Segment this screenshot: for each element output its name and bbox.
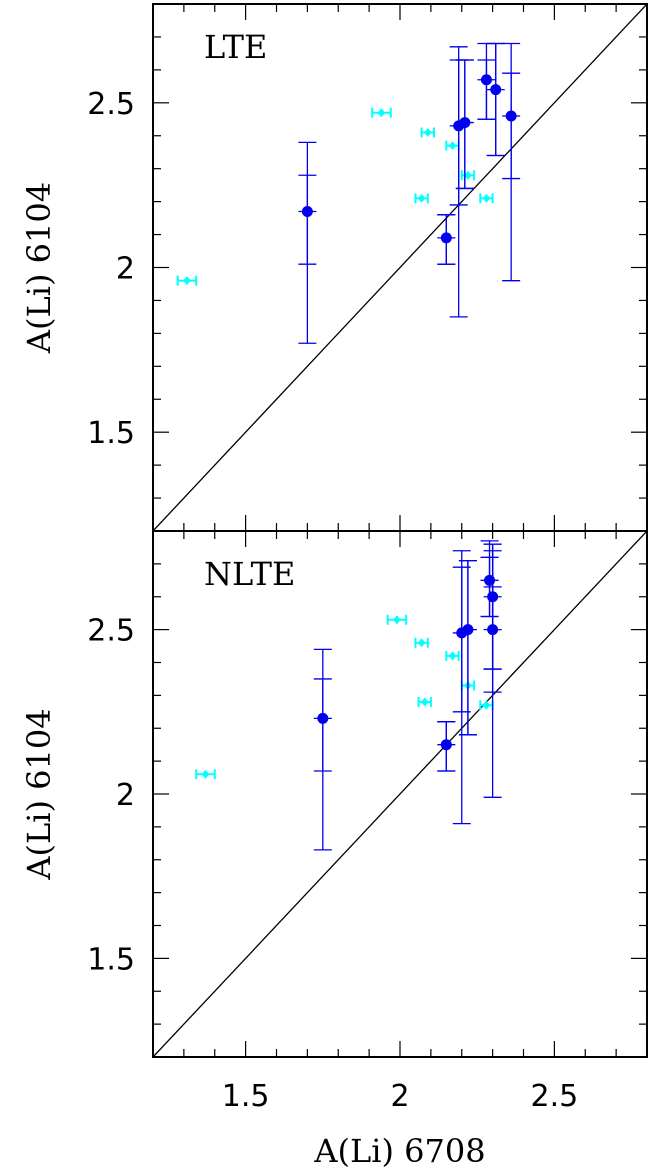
y-tick-label: 1.5 [87,942,135,977]
blue-marker [480,74,492,86]
y-tick-label: 2 [116,778,135,813]
cyan-data-point [479,193,494,204]
y-axis-label: A(Li) 6104 [20,708,58,880]
blue-marker [317,712,329,724]
cyan-marker [418,639,425,646]
blue-marker [440,739,452,751]
blue-data-point [313,648,332,851]
blue-marker [459,117,471,129]
cyan-marker [449,142,456,149]
cyan-marker [483,702,490,709]
blue-marker [440,232,452,244]
cyan-data-point [195,769,216,780]
blue-data-point [458,559,477,736]
cyan-marker [183,277,190,284]
blue-marker [301,206,313,218]
cyan-data-point [414,193,429,204]
x-tick-label: 2.5 [531,1079,579,1114]
y-tick-label: 2.5 [87,87,135,122]
cyan-marker [424,129,431,136]
blue-data-point [298,141,317,344]
blue-data-point [483,550,502,798]
panel-nlte: 1.5 2 2.5 A(Li) 6104 NLTE [20,530,648,1058]
cyan-data-point [445,140,460,151]
cyan-marker [393,616,400,623]
cyan-marker [464,172,471,179]
cyan-marker [378,109,385,116]
x-tick-label: 2 [390,1079,409,1114]
cyan-marker [449,652,456,659]
cyan-marker [483,195,490,202]
blue-marker [484,574,496,586]
blue-data-point [437,721,456,772]
blue-marker [490,84,502,96]
cyan-data-point [417,696,432,707]
x-axis-label: A(Li) 6708 [313,1132,485,1170]
y-axis-label: A(Li) 6104 [20,182,58,354]
blue-data-point [480,540,499,618]
cyan-marker [418,195,425,202]
cyan-data-point [371,107,392,118]
cyan-data-point [386,614,408,625]
y-tick-label: 2.5 [87,614,135,649]
blue-data-point [486,42,505,157]
y-tick-label: 1.5 [87,416,135,451]
cyan-data-point [460,170,476,181]
cyan-marker [202,771,209,778]
x-tick-label: 1.5 [222,1079,270,1114]
y-tick-label: 2 [116,252,135,287]
panel-label: LTE [204,28,267,66]
blue-data-point [477,42,496,120]
panel-lte: 1.5 2 2.5 A(Li) 6104 LTE [20,3,648,532]
cyan-data-point [479,700,494,711]
blue-marker [505,110,517,122]
panel-frame [152,530,648,1058]
cyan-data-point [414,637,429,648]
panel-label: NLTE [204,555,295,593]
cyan-data-point [445,650,460,661]
cyan-data-point [420,127,435,138]
blue-data-point [455,59,474,190]
blue-marker [487,624,499,636]
blue-data-point [437,214,456,265]
x-axis-tick-labels: 1.5 2 2.5 [222,1079,578,1114]
cyan-marker [421,698,428,705]
one-to-one-line [153,531,647,1057]
chart-panels: 1.5 2 2.5 A(Li) 6104 LTE 1.5 2 2.5 A(Li) 6104 NLT… [20,3,648,1058]
blue-marker [462,624,474,636]
blue-data-point [502,42,521,282]
one-to-one-line [153,4,647,531]
cyan-data-point [176,275,198,286]
